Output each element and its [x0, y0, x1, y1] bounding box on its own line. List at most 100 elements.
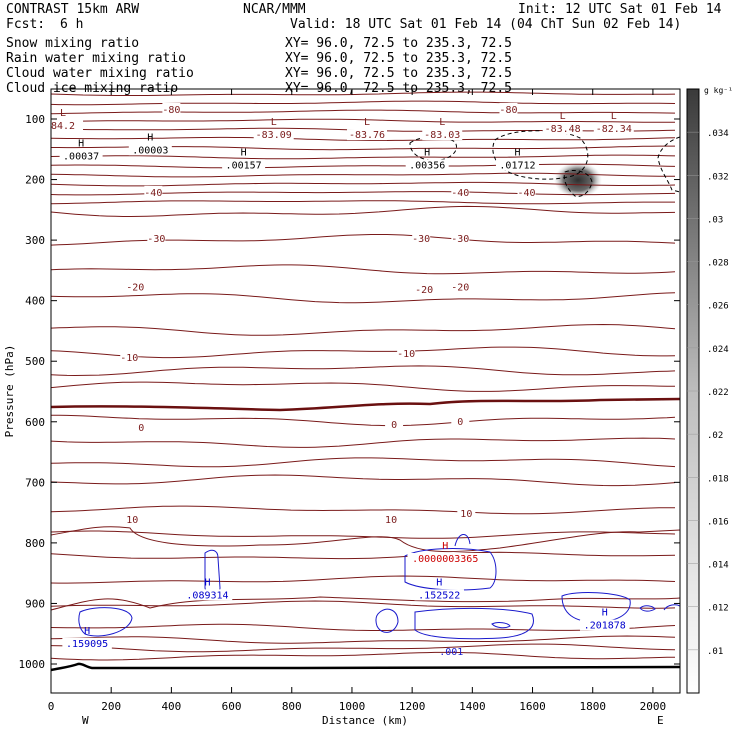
- temperature-contour: [51, 551, 676, 560]
- contour-label-bg: [385, 417, 404, 429]
- field-snow-xy: XY= 96.0, 72.5 to 235.3, 72.5: [285, 36, 512, 51]
- low-center-bg: [593, 123, 634, 135]
- temperature-contour-label: 0: [138, 423, 144, 434]
- temperature-contour-label: -80: [499, 105, 517, 116]
- temperature-contour-label: -30: [147, 234, 165, 245]
- temperature-contour: [51, 651, 676, 661]
- colorbar-label: .01: [707, 647, 723, 657]
- field-rain-name: Rain water mixing ratio: [6, 51, 186, 66]
- temperature-contour: [51, 91, 676, 96]
- temperature-contour-label: 0: [391, 420, 397, 431]
- y-tick-label: 600: [25, 416, 45, 429]
- temperature-contour: [51, 623, 676, 631]
- high-center-bg: [59, 150, 103, 162]
- forecast-hours: 6 h: [60, 17, 83, 32]
- low-center-value: 84.2: [51, 121, 75, 132]
- temperature-contour: [51, 437, 676, 448]
- contour-label-bg: [451, 280, 470, 292]
- colorbar-label: .03: [707, 215, 723, 225]
- organization-label: NCAR/MMM: [243, 2, 306, 17]
- temperature-contour: [51, 600, 676, 609]
- field-cloudwater-xy: XY= 96.0, 72.5 to 235.3, 72.5: [285, 66, 512, 81]
- contour-label-bg: [415, 282, 434, 294]
- contour-label-bg: [451, 414, 470, 426]
- temperature-contour: [51, 163, 676, 169]
- contour-label-bg: [316, 695, 334, 706]
- temperature-contour: [51, 474, 676, 487]
- temperature-contour: [51, 457, 676, 468]
- contour-label-bg: [126, 280, 145, 292]
- temperature-contour: [51, 365, 676, 377]
- temperature-contour-label: 10: [126, 515, 138, 526]
- contour-label-bg: [517, 185, 536, 197]
- contour-label-bg: [162, 102, 181, 114]
- cloud-ice-contour: [563, 169, 593, 197]
- low-center-marker: L: [439, 117, 445, 128]
- high-center-marker: H: [442, 541, 448, 552]
- field-rain-xy: XY= 96.0, 72.5 to 235.3, 72.5: [285, 51, 512, 66]
- high-center-bg: [222, 159, 266, 171]
- temperature-contour: [51, 234, 676, 246]
- temperature-contour: [51, 292, 676, 304]
- temperature-contour: [51, 414, 676, 427]
- highlighted-contours: [51, 397, 680, 672]
- high-center-bg: [128, 144, 172, 156]
- low-center-marker: L: [611, 111, 617, 122]
- colorbar-label: .016: [707, 517, 729, 527]
- cloud-water-contour: [491, 622, 511, 629]
- temperature-contour: [51, 264, 676, 275]
- temperature-contour: [51, 635, 676, 644]
- contour-label-bg: [451, 185, 470, 197]
- temperature-contours: [51, 91, 680, 661]
- cloud-water-contour: [375, 608, 399, 633]
- temperature-contour: [51, 596, 680, 611]
- high-center-value: .201878: [584, 621, 626, 632]
- x-tick-label: 0: [48, 700, 55, 713]
- temperature-contour-label: -10: [120, 353, 138, 364]
- high-center-value: .00157: [226, 160, 262, 171]
- y-tick-label: 500: [25, 355, 45, 368]
- temperature-contour: [51, 526, 680, 553]
- colorbar-label: .024: [707, 345, 729, 355]
- forecast-label: Fcst:: [6, 17, 45, 32]
- contour-label-bg: [412, 231, 431, 243]
- cloud-water-contour: [663, 604, 680, 611]
- high-center-marker: H: [147, 132, 153, 143]
- temperature-contour: [51, 381, 676, 392]
- field-snow-name: Snow mixing ratio: [6, 36, 139, 51]
- contour-label-bg: [144, 185, 163, 197]
- high-center-value: .152522: [418, 590, 460, 601]
- contour-label-bg: [451, 231, 470, 243]
- contour-label-bg: [132, 420, 151, 432]
- field-cloudwater-name: Cloud water mixing ratio: [6, 66, 194, 81]
- y-tick-label: 700: [25, 476, 45, 489]
- contour-label-bg: [457, 506, 476, 518]
- high-center-marker: H: [78, 138, 84, 149]
- contour-label-bg: [120, 351, 139, 363]
- contour-label-bg: [397, 346, 416, 358]
- high-center-value: .01712: [499, 160, 535, 171]
- ground-surface: [51, 662, 680, 672]
- temperature-contour: [51, 643, 676, 653]
- cloud-water-contour: [454, 534, 471, 547]
- x-tick-label: 1600: [519, 700, 546, 713]
- x-tick-label: 200: [101, 700, 121, 713]
- colorbar-label: .014: [707, 561, 729, 571]
- temperature-contour: [51, 136, 676, 141]
- high-center-bg: [182, 589, 233, 601]
- y-tick-label: 100: [25, 113, 45, 126]
- contour-label-bg: [499, 102, 518, 114]
- colorbar-label: .026: [707, 302, 729, 312]
- y-axis-label: Pressure (hPa): [3, 345, 16, 438]
- west-label: W: [82, 714, 89, 727]
- low-center-value: -83.09: [256, 130, 292, 141]
- temperature-contour-label: -40: [451, 188, 469, 199]
- x-tick-label: 1800: [579, 700, 606, 713]
- low-center-marker: L: [271, 117, 277, 128]
- temperature-contour-label: -10: [397, 349, 415, 360]
- temperature-contour: [51, 205, 676, 217]
- temperature-contour-label: -20: [126, 282, 144, 293]
- high-center-bg: [407, 553, 484, 564]
- high-center-marker: H: [424, 147, 430, 158]
